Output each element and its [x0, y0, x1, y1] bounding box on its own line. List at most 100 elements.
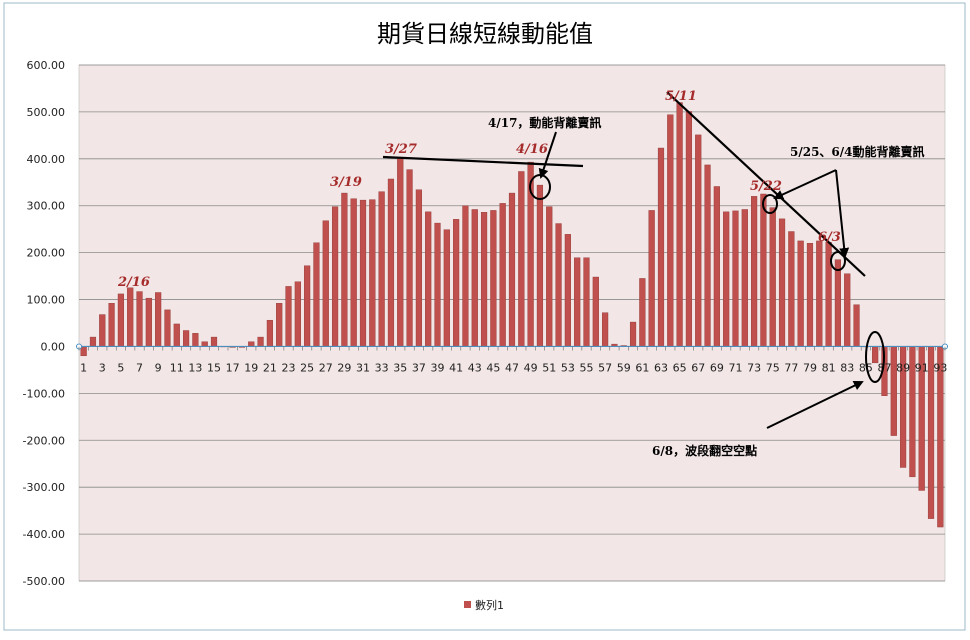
arrow-6-4	[835, 169, 850, 258]
y-tick-label: 500.00	[27, 106, 66, 119]
bar-55	[583, 257, 590, 347]
bar-86	[872, 346, 879, 364]
bar-80	[816, 240, 823, 347]
x-axis	[76, 343, 948, 351]
bar-27	[322, 220, 329, 347]
x-tick-label: 33	[375, 361, 389, 374]
bar-32	[369, 199, 376, 347]
circle-6-4	[830, 251, 846, 271]
bar-48	[518, 171, 525, 347]
x-tick-label: 79	[803, 361, 817, 374]
bar-79	[806, 243, 814, 347]
bar-12	[182, 330, 190, 347]
y-tick-label: 300.00	[27, 200, 66, 213]
annotation-3-19: 3/19	[330, 175, 362, 190]
x-tick-label: 37	[412, 361, 426, 374]
bar-66	[685, 111, 693, 347]
x-tick-label: 15	[207, 361, 221, 374]
x-tick-label: 47	[505, 361, 519, 374]
x-tick-label: 63	[654, 361, 668, 374]
bar-2	[89, 336, 97, 347]
bar-56	[592, 276, 599, 347]
y-tick-label: -300.00	[23, 481, 65, 494]
x-tick-label: 61	[635, 361, 649, 374]
bar-82	[834, 259, 842, 347]
bar-37	[415, 189, 422, 347]
annotation-6-8: 6/8，波段翻空空點	[652, 443, 757, 458]
x-tick-label: 21	[263, 361, 277, 374]
x-tick-label: 29	[337, 361, 351, 374]
x-tick-label: 89	[896, 361, 910, 374]
x-tick-label: 31	[356, 361, 370, 374]
bar-75	[769, 207, 776, 347]
x-tick-label: 59	[617, 361, 631, 374]
x-tick-label: 19	[244, 361, 258, 374]
x-tick-label: 57	[598, 361, 612, 374]
y-tick-label: 200.00	[27, 247, 66, 260]
arrow-4-17	[538, 131, 557, 179]
x-tick-label: 81	[822, 361, 836, 374]
x-tick-label: 49	[524, 361, 538, 374]
x-tick-label: 67	[691, 361, 705, 374]
x-tick-label: 85	[859, 361, 873, 374]
bar-31	[359, 199, 367, 347]
circle-6-8	[865, 331, 885, 383]
bar-28	[331, 206, 339, 347]
y-tick-label: 600.00	[27, 59, 66, 72]
y-tick-label: -100.00	[23, 387, 65, 400]
bar-13	[192, 333, 199, 347]
bar-5	[117, 293, 124, 347]
bar-20	[257, 336, 264, 347]
bar-4	[108, 303, 115, 347]
x-tick-label: 11	[170, 361, 184, 374]
x-tick-label: 7	[136, 361, 143, 374]
annotation-2-16: 2/16	[117, 275, 150, 290]
bar-57	[602, 312, 609, 347]
bar-46	[499, 203, 506, 347]
bar-54	[574, 257, 581, 347]
annotation-4-16: 4/16	[516, 142, 548, 157]
bar-64	[667, 114, 674, 347]
trendline-3-27-to-4-16	[382, 155, 584, 168]
bar-33	[378, 191, 385, 347]
x-tick-label: 45	[486, 361, 500, 374]
x-tick-label: 51	[542, 361, 556, 374]
bar-73	[751, 196, 758, 347]
x-tick-label: 87	[877, 361, 891, 374]
bar-11	[173, 323, 180, 347]
y-tick-label: -500.00	[23, 575, 65, 588]
bar-74	[760, 193, 767, 347]
bar-8	[145, 297, 152, 347]
bar-10	[164, 309, 171, 347]
arrow-6-8	[766, 380, 864, 429]
bar-7	[136, 291, 143, 347]
y-tick-label: 400.00	[27, 153, 66, 166]
bar-67	[695, 134, 702, 347]
bar-72	[741, 209, 748, 347]
bar-22	[276, 303, 283, 347]
bar-53	[564, 234, 571, 347]
y-tick-label: 100.00	[27, 294, 66, 307]
annotation-4-17: 4/17，動能背離賣訊	[488, 115, 601, 130]
x-tick-label: 75	[766, 361, 780, 374]
annotation-3-27: 3/27	[385, 142, 417, 157]
bar-35	[397, 157, 404, 347]
arrow-5-25	[773, 169, 837, 200]
x-tick-label: 69	[710, 361, 724, 374]
bar-78	[797, 240, 804, 347]
bar-45	[490, 210, 497, 347]
annotation-5-25: 5/25、6/4動能背離賣訊	[790, 144, 925, 159]
bar-70	[723, 211, 730, 347]
bar-51	[546, 206, 553, 347]
bar-69	[713, 186, 720, 347]
bar-26	[313, 242, 320, 347]
x-tick-label: 73	[747, 361, 761, 374]
x-tick-label: 93	[933, 361, 947, 374]
circle-5-25	[762, 194, 778, 214]
x-tick-label: 1	[80, 361, 87, 374]
x-tick-label: 39	[431, 361, 445, 374]
annotation-5-11: 5/11	[665, 89, 697, 104]
x-tick-label: 53	[561, 361, 575, 374]
